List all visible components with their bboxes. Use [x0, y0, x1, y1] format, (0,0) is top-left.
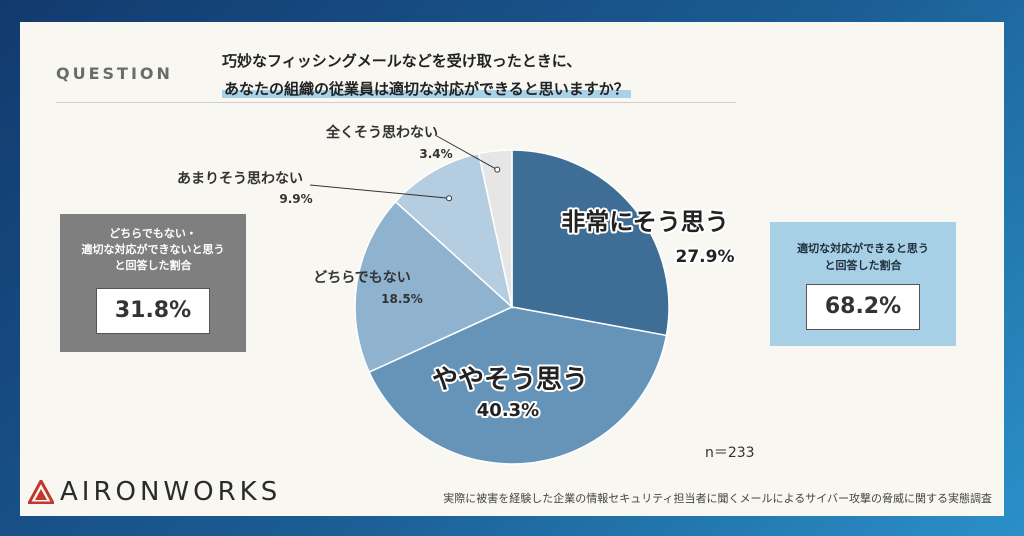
question-label: QUESTION — [56, 64, 173, 83]
logo-triangle-icon — [28, 480, 54, 504]
slice-2-category-label: ややそう思う — [432, 365, 588, 395]
question-text-line1: 巧妙なフィッシングメールなどを受け取ったときに、 — [222, 52, 582, 70]
slice-5-value-label: 3.4% — [419, 147, 452, 161]
pie-slice-5 — [477, 149, 513, 308]
question-text-line2-wrap: あなたの組織の従業員は適切な対応ができると思いますか？ — [222, 78, 631, 99]
slice-3-category-label: どちらでもない — [313, 270, 411, 286]
summary-box-negative-value: 31.8% — [96, 288, 210, 334]
slice-3-value-label: 18.5% — [381, 292, 423, 306]
question-text-line2: あなたの組織の従業員は適切な対応ができると思いますか？ — [222, 80, 631, 98]
survey-footnote: 実際に被害を経験した企業の情報セキュリティ担当者に聞くメールによるサイバー攻撃の… — [443, 492, 992, 505]
sample-size: n＝233 — [705, 445, 755, 461]
slice-5-leader-line — [434, 134, 498, 171]
slice-4-leader-dot — [446, 195, 453, 202]
pie-slice-3 — [354, 200, 514, 374]
summary-box-positive: 適切な対応ができると思う と回答した割合 68.2% — [770, 222, 956, 346]
summary-box-negative: どちらでもない・ 適切な対応ができないと思う と回答した割合 31.8% — [60, 214, 246, 352]
slice-4-category-label: あまりそう思わない — [177, 171, 303, 187]
slice-4-value-label: 9.9% — [279, 192, 312, 206]
slice-4-leader-line — [309, 184, 450, 199]
summary-box-negative-line2: 適切な対応ができないと思う — [81, 242, 225, 256]
summary-box-positive-caption: 適切な対応ができると思う と回答した割合 — [770, 240, 956, 274]
summary-box-negative-line3: と回答した割合 — [114, 258, 192, 272]
summary-box-positive-value: 68.2% — [806, 284, 920, 330]
slice-5-category-label: 全くそう思わない — [325, 124, 438, 141]
slice-1-category-label: 非常にそう思う — [561, 208, 729, 236]
summary-box-positive-line1: 適切な対応ができると思う — [797, 242, 929, 255]
pie-slice-2 — [368, 306, 668, 465]
slice-1-value-label: 27.9% — [676, 247, 735, 267]
logo-text: AIRONWORKS — [60, 477, 282, 507]
summary-box-negative-caption: どちらでもない・ 適切な対応ができないと思う と回答した割合 — [60, 226, 246, 274]
question-divider — [56, 102, 736, 103]
company-logo: AIRONWORKS — [28, 477, 281, 507]
summary-box-positive-line2: と回答した割合 — [824, 259, 902, 273]
slice-2-value-label: 40.3% — [477, 400, 539, 421]
slice-5-leader-dot — [494, 166, 501, 173]
pie-slice-4 — [394, 152, 514, 310]
pie-slice-1 — [511, 149, 670, 337]
summary-box-negative-line1: どちらでもない・ — [109, 227, 197, 240]
